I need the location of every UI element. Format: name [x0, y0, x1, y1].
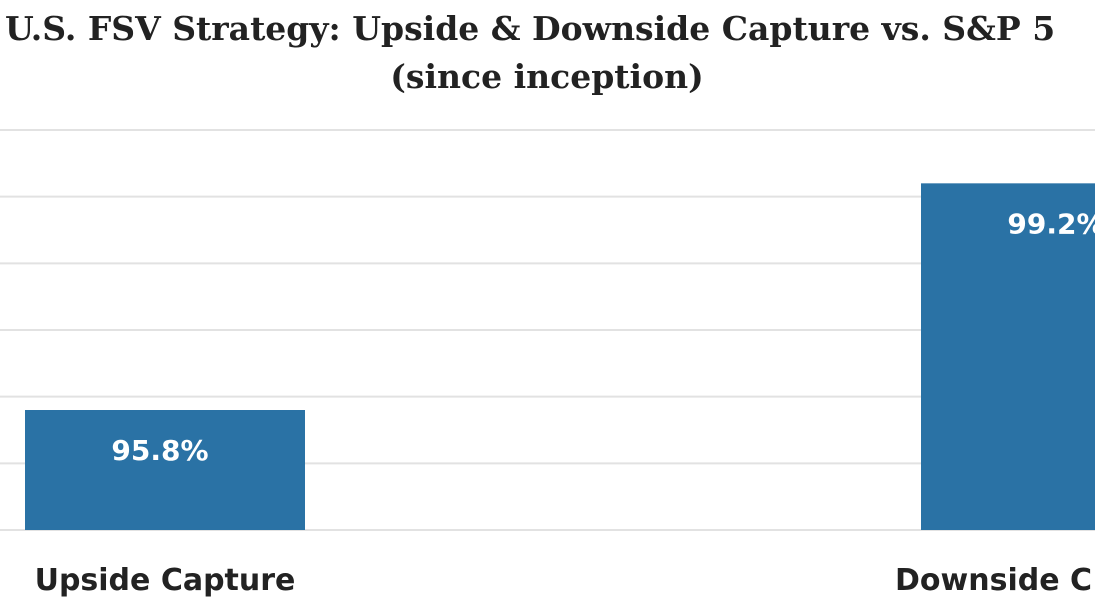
- bar: [921, 183, 1095, 531]
- chart-title: U.S. FSV Strategy: Upside & Downside Cap…: [5, 9, 1055, 48]
- bar: [25, 410, 305, 530]
- x-tick-label: Downside C: [895, 563, 1092, 598]
- chart-subtitle: (since inception): [390, 57, 703, 96]
- x-tick-label: Upside Capture: [35, 563, 296, 598]
- value-label: 99.2%: [1007, 207, 1095, 240]
- value-label: 95.8%: [111, 434, 208, 467]
